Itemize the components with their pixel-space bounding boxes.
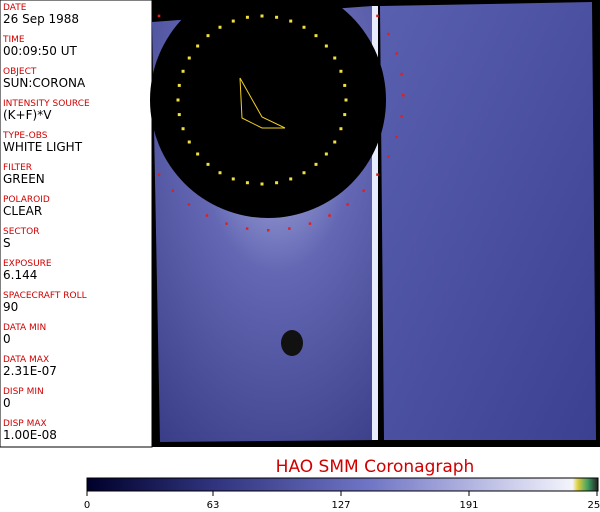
grid-dot [267,229,270,232]
ring-dot [206,162,210,166]
grid-dot [362,189,365,192]
ring-dot [275,15,279,19]
field-label: DATA MIN [3,323,46,333]
ring-dot [324,152,328,156]
grid-dot [171,189,175,192]
field-value: 0 [3,332,11,346]
field-label: SECTOR [3,227,40,237]
field-label: DISP MIN [3,387,44,397]
field-value: 0 [3,396,11,410]
ring-dot [324,44,328,48]
ring-dot [339,127,343,131]
field-label: FILTER [3,163,32,173]
ring-dot [314,162,318,166]
grid-dot [308,222,312,225]
grid-dot [205,214,209,217]
marker [239,77,286,129]
grid-dot [387,155,390,158]
info-panel [0,0,153,448]
grid-dot [225,222,228,225]
ring-dot [231,19,235,23]
colorbar-tick-label: 0 [84,500,90,511]
ring-dot [289,177,293,181]
ring-dot [245,181,249,185]
ring-dot [260,14,264,18]
field-value: GREEN [3,172,45,186]
field-value: SUN:CORONA [3,76,86,90]
ring-dot [333,140,337,144]
field-value: 1.00E-08 [3,428,57,442]
ring-dot [343,83,347,87]
grid-dot [395,52,398,55]
field-value: S [3,236,11,250]
title: HAO SMM Coronagraph [276,457,475,477]
ring-dot [196,152,200,156]
ring-dot [176,98,180,102]
colorbar-tick-label: 191 [459,500,478,511]
ring-dot [302,171,306,175]
ring-dot [339,69,343,73]
field-label: EXPOSURE [3,259,52,269]
field-label: DATE [3,3,27,13]
field-value: 90 [3,300,18,314]
grid-dot [187,203,191,206]
grid-dot [157,14,161,18]
ring-dot [333,56,337,60]
ring-dot [302,25,306,29]
grid-dot [400,115,403,118]
colorbar-tick-label: 127 [331,500,350,511]
field-label: POLAROID [3,195,50,205]
field-value: 6.144 [3,268,37,282]
field-value: CLEAR [3,204,42,218]
ring-dot [187,140,191,144]
pylon [372,6,378,440]
field-label: SPACECRAFT ROLL [3,291,87,301]
field-label: TYPE-OBS [2,131,48,141]
grid-dot [328,214,331,217]
ring-dot [343,113,347,117]
colorbar [86,477,599,492]
grid-dot [288,227,291,230]
field-label: INTENSITY SOURCE [3,99,90,109]
ring-dot [218,25,222,29]
field-label: OBJECT [3,67,37,77]
ring-dot [289,19,293,23]
grid-dot [346,203,349,206]
ring-dot [245,15,249,19]
ring-dot [231,177,235,181]
grid-dot [157,173,161,176]
ring-dot [314,34,318,38]
ring-dot [275,181,279,185]
field-label: DATA MAX [3,355,49,365]
dark-spot [281,330,303,356]
field-value: WHITE LIGHT [3,140,83,154]
ring-dot [177,113,181,117]
grid-dot [395,135,398,139]
grid-dot [387,32,390,36]
field-value: 2.31E-07 [3,364,57,378]
grid-dot [376,173,379,176]
ring-dot [344,98,348,102]
colorbar-tick-label: 255 [587,500,600,511]
ring-dot [218,171,222,175]
ring-dot [181,69,185,73]
ring-dot [206,34,210,38]
ring-dot [177,83,181,87]
colorbar-tick-label: 63 [207,500,220,511]
grid-dot [245,227,249,230]
ring-dot [260,182,264,186]
grid-dot [402,94,405,97]
image-right [380,2,596,440]
field-value: 00:09:50 UT [3,44,77,58]
ring-dot [187,56,191,60]
field-value: (K+F)*V [3,108,52,122]
ring-dot [181,127,185,131]
field-value: 26 Sep 1988 [3,12,79,26]
grid-dot [376,14,379,18]
field-label: TIME [2,35,25,45]
ring-dot [196,44,200,48]
field-label: DISP MAX [3,419,47,429]
grid-dot [400,72,403,76]
